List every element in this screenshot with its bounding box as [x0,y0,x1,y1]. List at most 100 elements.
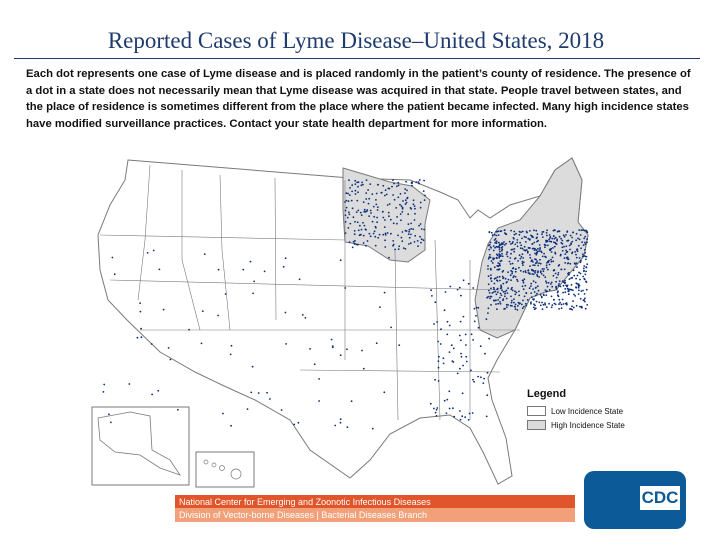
case-dot [571,305,573,308]
case-dot [493,288,495,291]
case-dot [490,260,493,262]
case-dot [392,243,395,246]
case-dot [363,210,366,213]
case-dot [404,203,407,206]
case-dot [200,342,203,345]
case-dot [550,247,553,250]
case-dot [552,299,555,301]
case-dot [498,268,501,271]
case-dot [449,285,452,288]
case-dot [386,204,389,206]
case-dot [365,179,368,182]
case-dot [346,348,348,351]
case-dot [523,305,525,308]
case-dot [442,357,445,360]
legend-label-high: High Incidence State [551,420,625,430]
case-dot [419,223,422,225]
case-dot [510,252,512,255]
case-dot [406,189,408,192]
case-dot [541,301,543,304]
case-dot [349,187,351,189]
case-dot [354,189,357,192]
case-dot [384,189,387,192]
case-dot [544,243,546,246]
case-dot [490,304,492,306]
case-dot [533,241,536,244]
case-dot [553,302,556,305]
case-dot [557,290,559,293]
case-dot [533,303,535,306]
case-dot [472,339,474,341]
case-dot [513,301,515,304]
case-dot [502,282,505,285]
case-dot [516,239,519,241]
case-dot [400,205,403,208]
case-dot [514,305,517,308]
case-dot [530,301,532,303]
case-dot [410,233,412,236]
case-dot [396,222,398,225]
case-dot [528,239,531,241]
case-dot [546,234,548,237]
case-dot [489,297,491,300]
case-dot [525,236,527,239]
legend-label-low: Low Incidence State [551,406,624,416]
case-dot [406,197,409,200]
case-dot [533,291,536,293]
case-dot [348,194,351,197]
case-dot [344,232,347,235]
case-dot [488,248,491,251]
case-dot [384,219,386,221]
case-dot [384,232,387,235]
case-dot [525,304,528,307]
case-dot [347,227,350,229]
case-dot [397,248,400,251]
case-dot [512,241,514,243]
case-dot [370,212,372,214]
case-dot [513,230,516,233]
case-dot [554,252,557,255]
case-dot [544,302,546,304]
case-dot [362,201,365,204]
case-dot [583,229,586,232]
case-dot [151,393,154,396]
case-dot [577,293,580,295]
case-dot [363,224,366,227]
case-dot [530,234,532,237]
case-dot [579,278,581,281]
case-dot [510,269,512,272]
case-dot [488,337,490,340]
case-dot [450,344,453,347]
case-dot [569,234,572,237]
case-dot [545,294,548,296]
case-dot [384,234,387,236]
case-dot [577,286,580,289]
case-dot [532,264,534,266]
case-dot [487,312,489,314]
case-dot [536,275,539,278]
case-dot [552,260,555,263]
case-dot [367,189,369,191]
case-dot [446,333,449,336]
case-dot [433,323,435,325]
case-dot [364,228,367,231]
case-dot [534,258,536,261]
case-dot [538,244,541,246]
case-dot [372,205,375,208]
case-dot [583,269,585,272]
case-dot [539,247,541,249]
case-dot [563,235,566,238]
case-dot [552,274,555,277]
case-dot [503,241,505,243]
case-dot [554,303,557,306]
case-dot [514,308,517,310]
case-dot [352,240,355,243]
case-dot [498,255,501,258]
case-dot [458,334,461,337]
case-dot [385,193,388,196]
case-dot [397,234,399,237]
case-dot [374,225,377,228]
case-dot [557,284,560,287]
case-dot [369,183,372,186]
case-dot [515,232,517,235]
